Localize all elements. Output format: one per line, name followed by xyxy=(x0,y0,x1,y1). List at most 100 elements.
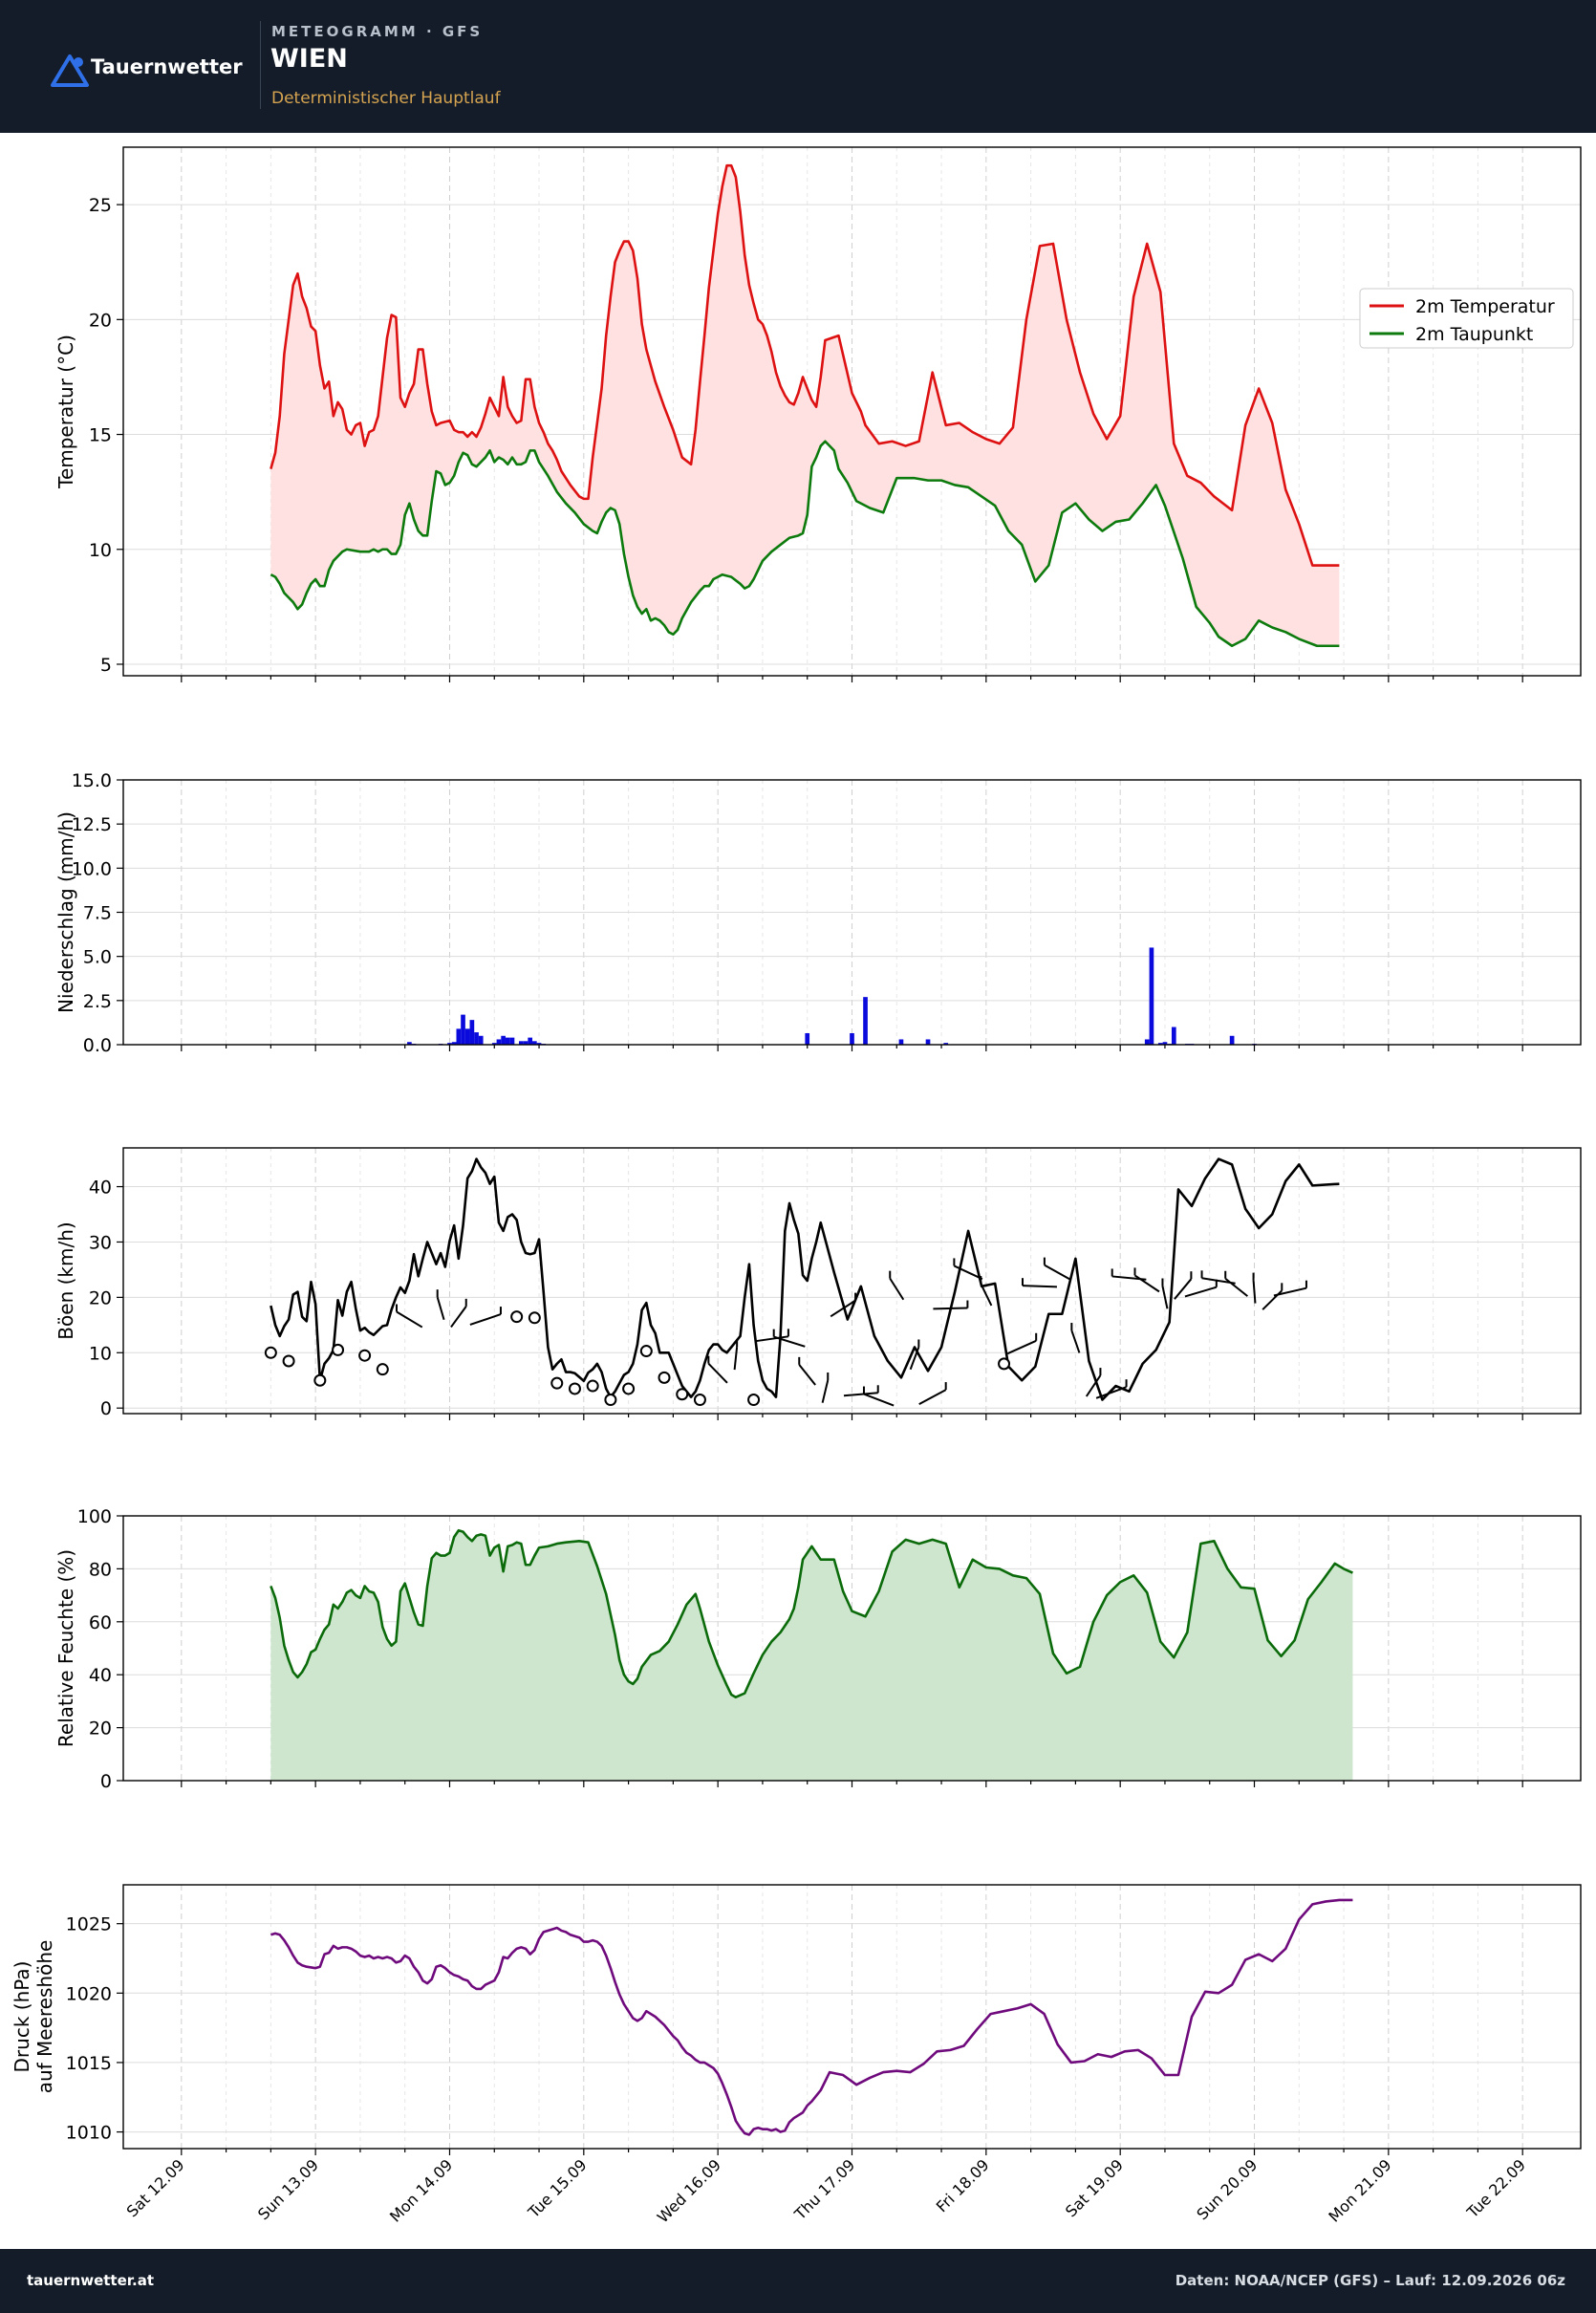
precip-bar xyxy=(518,1041,524,1045)
footer-bar: tauernwetter.at Daten: NOAA/NCEP (GFS) –… xyxy=(0,2249,1596,2313)
wind-barb xyxy=(863,1393,895,1407)
precip-bar xyxy=(1149,947,1154,1045)
legend-box xyxy=(1359,288,1574,349)
calm-wind-circle xyxy=(658,1371,671,1384)
date-tick-label: Fri 18.09 xyxy=(933,2155,993,2216)
y-tick-label: 0.0 xyxy=(83,1035,112,1056)
wind-barb xyxy=(1161,1286,1169,1309)
calm-wind-circle xyxy=(747,1394,761,1407)
wind-barb xyxy=(953,1265,983,1281)
wind-barb xyxy=(396,1310,423,1329)
wind-barb xyxy=(436,1296,445,1321)
panel-precipitation xyxy=(117,779,1582,1051)
wind-barb xyxy=(733,1347,739,1371)
y-axis-label: Druck (hPa) xyxy=(11,1961,33,2073)
precip-bar xyxy=(536,1043,542,1045)
date-tick-label: Sun 20.09 xyxy=(1193,2155,1261,2223)
wind-barb xyxy=(773,1335,806,1348)
temperature-line xyxy=(270,163,1340,567)
y-tick-label: 20 xyxy=(89,1287,112,1308)
y-tick-label: 40 xyxy=(89,1178,112,1199)
precip-bar xyxy=(943,1043,949,1045)
y-tick-label: 10 xyxy=(89,540,112,561)
y-tick-label: 40 xyxy=(89,1665,112,1686)
precip-bar xyxy=(464,1028,470,1045)
date-tick-label: Sat 19.09 xyxy=(1062,2155,1127,2220)
run-subtitle: Deterministischer Hauptlauf xyxy=(271,89,501,108)
precip-bar xyxy=(478,1035,484,1045)
pressure-line xyxy=(270,1898,1353,2136)
precip-bar xyxy=(505,1037,510,1045)
product-kicker: METEOGRAMM · GFS xyxy=(271,23,484,40)
precip-bar xyxy=(491,1043,497,1045)
y-tick-label: 100 xyxy=(77,1506,112,1527)
calm-wind-circle xyxy=(528,1311,541,1325)
y-tick-label: 20 xyxy=(89,1719,112,1740)
date-tick-label: Wed 16.09 xyxy=(654,2155,724,2226)
y-axis-label: Relative Feuchte (%) xyxy=(54,1549,77,1747)
humidity-line xyxy=(270,1528,1353,1699)
date-tick-label: Tue 22.09 xyxy=(1463,2155,1529,2221)
wind-barb xyxy=(1184,1286,1218,1298)
calm-wind-circle xyxy=(622,1382,636,1395)
calm-wind-circle xyxy=(604,1394,617,1407)
wind-barb xyxy=(1252,1280,1257,1304)
wind-barb xyxy=(909,1347,920,1371)
legend-label: 2m Taupunkt xyxy=(1415,324,1533,345)
panel-temperature xyxy=(117,146,1582,682)
y-tick-label: 0 xyxy=(100,1771,112,1792)
y-tick-label: 10 xyxy=(89,1343,112,1364)
header-divider xyxy=(260,21,261,109)
wind-barb xyxy=(1070,1329,1081,1353)
wind-barb xyxy=(798,1364,816,1386)
wind-barb xyxy=(889,1278,905,1301)
wind-barb xyxy=(450,1306,467,1329)
precip-bar xyxy=(501,1035,506,1045)
y-tick-label: 1020 xyxy=(66,1983,112,2004)
wind-barb xyxy=(1095,1386,1127,1399)
wind-barb xyxy=(1133,1274,1160,1293)
y-tick-label: 15.0 xyxy=(72,770,112,791)
date-tick-label: Tue 15.09 xyxy=(524,2155,590,2221)
calm-wind-circle xyxy=(264,1346,277,1359)
precip-bar xyxy=(925,1039,931,1045)
footer-data-source: Daten: NOAA/NCEP (GFS) – Lauf: 12.09.202… xyxy=(1175,2272,1565,2289)
calm-wind-circle xyxy=(693,1394,706,1407)
y-tick-label: 1010 xyxy=(66,2123,112,2144)
wind-barb xyxy=(843,1392,878,1397)
y-tick-label: 0 xyxy=(100,1398,112,1419)
dewpoint-line xyxy=(270,440,1340,648)
wind-barb xyxy=(469,1313,502,1326)
y-tick-label: 2.5 xyxy=(83,991,112,1012)
temperature-dewpoint-spread-fill xyxy=(270,165,1340,646)
header-bar: Tauernwetter METEOGRAMM · GFS WIEN Deter… xyxy=(0,0,1596,133)
y-tick-label: 12.5 xyxy=(72,814,112,835)
wind-barb xyxy=(980,1283,993,1307)
precip-bar xyxy=(532,1041,537,1045)
calm-wind-circle xyxy=(639,1345,653,1358)
wind-barb xyxy=(933,1307,968,1310)
gust-line xyxy=(270,1157,1340,1401)
calm-wind-circle xyxy=(998,1357,1011,1371)
precip-bar xyxy=(447,1043,452,1045)
precip-bar xyxy=(1171,1027,1176,1045)
wind-barb xyxy=(830,1299,856,1318)
precip-bar xyxy=(1144,1039,1150,1045)
precip-bar xyxy=(474,1032,479,1045)
precip-bar xyxy=(863,997,868,1045)
wind-barb xyxy=(1085,1374,1102,1397)
mountain-logo-icon xyxy=(51,54,89,87)
wind-barb xyxy=(1224,1277,1248,1297)
y-tick-label: 5.0 xyxy=(83,947,112,968)
precip-bar xyxy=(523,1041,528,1045)
precip-bar xyxy=(407,1042,412,1045)
date-tick-label: Sat 12.09 xyxy=(123,2155,188,2220)
precip-bar xyxy=(528,1037,533,1045)
wind-barb xyxy=(821,1379,830,1403)
calm-wind-circle xyxy=(376,1363,389,1376)
footer-site-link[interactable]: tauernwetter.at xyxy=(27,2272,155,2289)
y-tick-label: 10.0 xyxy=(72,858,112,879)
wind-barb xyxy=(1174,1278,1193,1300)
brand-name[interactable]: Tauernwetter xyxy=(91,55,243,78)
